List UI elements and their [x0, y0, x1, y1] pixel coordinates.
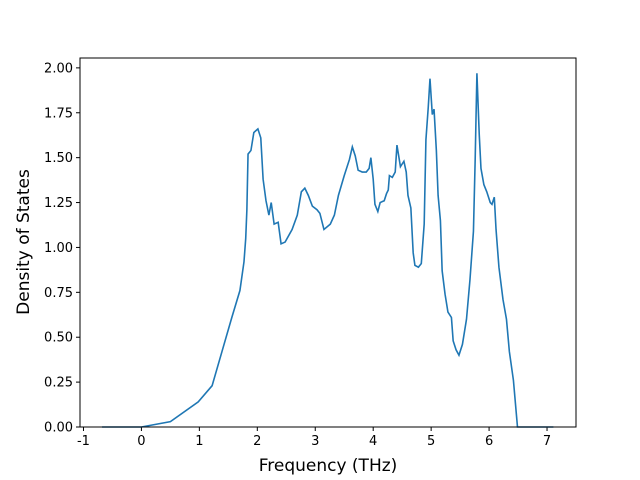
x-tick-label: 5 — [427, 434, 435, 449]
y-axis-label: Density of States — [14, 169, 34, 315]
y-tick-label: 1.25 — [44, 196, 73, 211]
y-tick-label: 0.25 — [44, 376, 73, 391]
dos-line — [102, 73, 554, 428]
x-axis-label: Frequency (THz) — [259, 456, 398, 476]
axes-frame — [79, 57, 577, 428]
x-tick-label: 2 — [253, 434, 261, 449]
x-tick-label: 7 — [543, 434, 551, 449]
y-tick-label: 0.00 — [44, 421, 73, 436]
x-tick-label: -1 — [77, 434, 90, 449]
y-tick-label: 0.50 — [44, 331, 73, 346]
y-tick-label: 1.50 — [44, 151, 73, 166]
x-tick-label: 1 — [195, 434, 203, 449]
y-tick-label: 1.00 — [44, 241, 73, 256]
x-tick-label: 4 — [369, 434, 377, 449]
x-tick-label: 6 — [485, 434, 493, 449]
x-tick-label: 3 — [311, 434, 319, 449]
x-tick-label: 0 — [137, 434, 145, 449]
y-tick-label: 0.75 — [44, 286, 73, 301]
y-tick-label: 2.00 — [44, 61, 73, 76]
y-tick-label: 1.75 — [44, 106, 73, 121]
